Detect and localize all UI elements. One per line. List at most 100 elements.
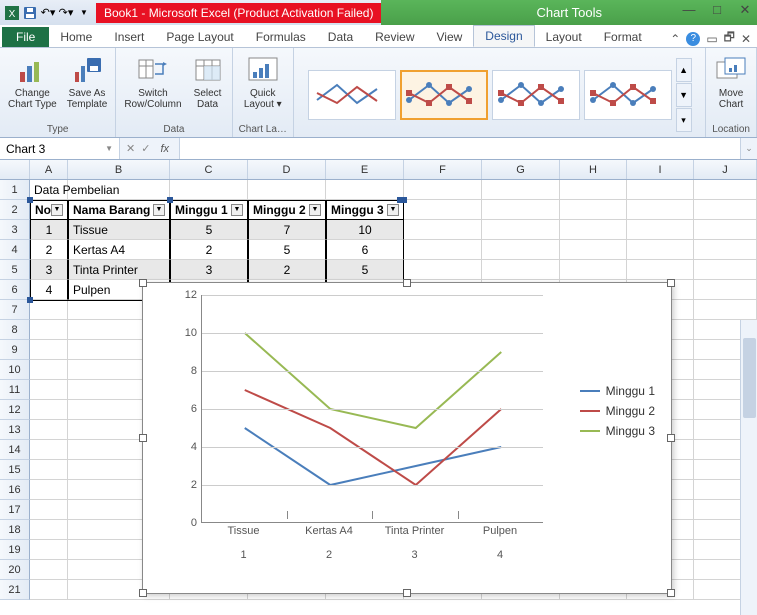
minimize-button[interactable]: — — [681, 2, 697, 18]
row-header[interactable]: 1 — [0, 180, 30, 200]
maximize-button[interactable]: □ — [709, 2, 725, 18]
window-restore-icon[interactable]: 🗗 — [724, 28, 735, 49]
cell[interactable] — [404, 220, 482, 240]
switch-row-column-button[interactable]: Switch Row/Column — [122, 52, 183, 112]
cell[interactable]: 3 — [30, 260, 68, 280]
cell[interactable]: Minggu 2▼ — [248, 200, 326, 220]
row-header[interactable]: 10 — [0, 360, 30, 380]
column-header[interactable]: I — [627, 160, 694, 179]
cell[interactable] — [170, 180, 248, 200]
row-header[interactable]: 2 — [0, 200, 30, 220]
cell[interactable]: 1 — [30, 220, 68, 240]
row-header[interactable]: 6 — [0, 280, 30, 300]
scrollbar-thumb[interactable] — [743, 338, 756, 418]
cell[interactable] — [694, 280, 757, 300]
cell[interactable] — [694, 260, 757, 280]
cell[interactable] — [404, 180, 482, 200]
cell[interactable]: 6 — [326, 240, 404, 260]
name-box[interactable]: Chart 3 ▼ — [0, 138, 120, 159]
cell[interactable] — [560, 180, 627, 200]
cell[interactable]: 10 — [326, 220, 404, 240]
row-header[interactable]: 11 — [0, 380, 30, 400]
row-header[interactable]: 21 — [0, 580, 30, 600]
cell[interactable] — [560, 220, 627, 240]
cell[interactable] — [30, 320, 68, 340]
tab-review[interactable]: Review — [364, 27, 425, 47]
cell[interactable] — [482, 260, 560, 280]
formula-bar-expand-icon[interactable]: ⌄ — [740, 138, 757, 159]
tab-view[interactable]: View — [426, 27, 474, 47]
chart-handle[interactable] — [667, 589, 675, 597]
row-header[interactable]: 4 — [0, 240, 30, 260]
cell[interactable] — [30, 560, 68, 580]
cell[interactable] — [482, 220, 560, 240]
cell[interactable]: Tinta Printer — [68, 260, 170, 280]
ribbon-minimize-icon[interactable]: ⌃ — [670, 32, 680, 46]
cell[interactable]: 5 — [170, 220, 248, 240]
cell[interactable] — [482, 180, 560, 200]
name-box-dropdown-icon[interactable]: ▼ — [105, 144, 113, 153]
row-header[interactable]: 9 — [0, 340, 30, 360]
cell[interactable] — [627, 260, 694, 280]
tab-layout[interactable]: Layout — [535, 27, 593, 47]
cell[interactable]: 2 — [170, 240, 248, 260]
cell[interactable] — [560, 260, 627, 280]
column-header[interactable]: F — [404, 160, 482, 179]
chart-style-thumb[interactable] — [400, 70, 488, 120]
chart-handle[interactable] — [403, 279, 411, 287]
tab-insert[interactable]: Insert — [103, 27, 155, 47]
row-header[interactable]: 8 — [0, 320, 30, 340]
tab-format[interactable]: Format — [593, 27, 653, 47]
cell[interactable] — [30, 400, 68, 420]
cell[interactable] — [404, 260, 482, 280]
style-down-button[interactable]: ▼ — [676, 83, 692, 107]
cell[interactable] — [30, 540, 68, 560]
column-header[interactable]: B — [68, 160, 170, 179]
column-header[interactable]: C — [170, 160, 248, 179]
embedded-chart[interactable]: 024681012 Tissue1Kertas A42Tinta Printer… — [142, 282, 672, 594]
cell[interactable] — [248, 180, 326, 200]
cell[interactable] — [482, 240, 560, 260]
cell[interactable] — [30, 300, 68, 320]
cell[interactable] — [560, 200, 627, 220]
cell[interactable] — [30, 380, 68, 400]
cell[interactable] — [30, 420, 68, 440]
column-header[interactable]: J — [694, 160, 757, 179]
cell[interactable] — [694, 200, 757, 220]
row-header[interactable]: 16 — [0, 480, 30, 500]
cell[interactable] — [30, 520, 68, 540]
close-button[interactable]: ✕ — [737, 2, 753, 18]
vertical-scrollbar[interactable] — [740, 320, 757, 615]
row-header[interactable]: 5 — [0, 260, 30, 280]
cell[interactable] — [30, 480, 68, 500]
row-header[interactable]: 19 — [0, 540, 30, 560]
cell[interactable] — [694, 220, 757, 240]
column-header[interactable]: H — [560, 160, 627, 179]
cell[interactable]: Kertas A4 — [68, 240, 170, 260]
tab-formulas[interactable]: Formulas — [245, 27, 317, 47]
move-chart-button[interactable]: Move Chart — [713, 52, 749, 112]
row-header[interactable]: 18 — [0, 520, 30, 540]
cell[interactable] — [404, 240, 482, 260]
cell[interactable] — [627, 180, 694, 200]
cell[interactable] — [627, 220, 694, 240]
help-icon[interactable]: ? — [686, 32, 700, 46]
cell[interactable]: Minggu 1▼ — [170, 200, 248, 220]
cell[interactable] — [30, 340, 68, 360]
save-template-button[interactable]: Save As Template — [65, 52, 110, 112]
redo-icon[interactable]: ↷▾ — [58, 5, 74, 21]
cell[interactable] — [627, 200, 694, 220]
cell[interactable]: Data Pembelian — [30, 180, 170, 200]
cell[interactable]: 3 — [170, 260, 248, 280]
cell[interactable]: 5 — [248, 240, 326, 260]
enter-icon[interactable]: ✓ — [141, 142, 150, 155]
row-header[interactable]: 15 — [0, 460, 30, 480]
cell[interactable] — [694, 180, 757, 200]
fx-icon[interactable]: fx — [156, 143, 173, 155]
chart-handle[interactable] — [667, 279, 675, 287]
row-header[interactable]: 14 — [0, 440, 30, 460]
tab-page-layout[interactable]: Page Layout — [155, 27, 244, 47]
style-more-button[interactable]: ▾ — [676, 108, 692, 132]
row-header[interactable]: 3 — [0, 220, 30, 240]
chart-style-thumb[interactable] — [492, 70, 580, 120]
